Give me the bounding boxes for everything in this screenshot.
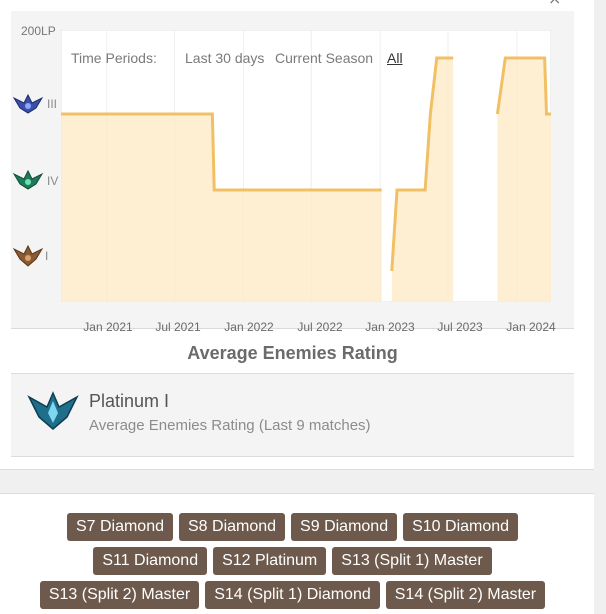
aer-title: Average Enemies Rating	[187, 343, 398, 363]
period-current-season[interactable]: Current Season	[275, 50, 374, 66]
aer-rank: Platinum I	[89, 391, 170, 411]
area-line-segment	[495, 56, 551, 116]
bronze-emblem-icon	[13, 244, 43, 267]
season-badge-row: S11 Diamond S12 Platinum S13 (Split 1) M…	[0, 547, 585, 575]
y-tick-200lp: 200LP	[21, 24, 56, 38]
area-line-segment	[61, 112, 382, 192]
x-tick: Jul 2023	[437, 320, 483, 334]
x-tick: Jan 2022	[224, 320, 274, 334]
season-history-card: S7 Diamond S8 Diamond S9 Diamond S10 Dia…	[0, 493, 594, 614]
emerald-emblem-icon	[13, 169, 43, 190]
area-series	[61, 56, 551, 302]
diamond-emblem-icon	[13, 93, 43, 114]
platinum-emblem-icon	[27, 391, 79, 430]
season-badge[interactable]: S10 Diamond	[403, 513, 519, 541]
aer-panel: Platinum I Average Enemies Rating (Last …	[11, 373, 574, 457]
rank-label-iv: IV	[47, 174, 59, 188]
area-fill-segment	[497, 58, 551, 302]
close-icon[interactable]: ×	[548, 0, 564, 7]
plot-area	[61, 30, 551, 302]
season-badge[interactable]: S7 Diamond	[66, 513, 173, 541]
season-badge-row: S13 (Split 2) Master S14 (Split 1) Diamo…	[0, 581, 585, 609]
season-badge[interactable]: S9 Diamond	[291, 513, 398, 541]
period-last-30-days[interactable]: Last 30 days	[185, 50, 265, 66]
season-badge[interactable]: S13 (Split 2) Master	[39, 581, 200, 609]
area-line-segment	[390, 56, 454, 272]
x-tick: Jan 2024	[506, 320, 556, 334]
season-badge[interactable]: S12 Platinum	[213, 547, 327, 575]
time-periods-label: Time Periods:	[71, 50, 157, 66]
season-badge[interactable]: S14 (Split 2) Master	[385, 581, 546, 609]
lp-history-card: × 200LP III IV I Time Periods: Last 30 d…	[0, 0, 594, 470]
x-tick: Jul 2022	[297, 320, 343, 334]
aer-subtitle: Average Enemies Rating (Last 9 matches)	[89, 417, 371, 434]
period-all[interactable]: All	[387, 50, 403, 66]
x-tick: Jan 2021	[83, 320, 133, 334]
season-badge[interactable]: S11 Diamond	[93, 547, 208, 575]
season-badge[interactable]: S8 Diamond	[179, 513, 286, 541]
season-badge[interactable]: S14 (Split 1) Diamond	[205, 581, 380, 609]
area-fill-segment	[391, 58, 454, 302]
rank-label-i: I	[45, 249, 49, 263]
lp-history-chart: 200LP III IV I Time Periods: Last 30 day…	[11, 11, 574, 334]
rank-label-iii: III	[47, 97, 58, 111]
season-badge-row: S7 Diamond S8 Diamond S9 Diamond S10 Dia…	[0, 513, 585, 541]
season-badge[interactable]: S13 (Split 1) Master	[332, 547, 492, 575]
x-tick: Jan 2023	[365, 320, 415, 334]
area-fill-segment	[61, 114, 382, 302]
x-tick: Jul 2021	[155, 320, 201, 334]
